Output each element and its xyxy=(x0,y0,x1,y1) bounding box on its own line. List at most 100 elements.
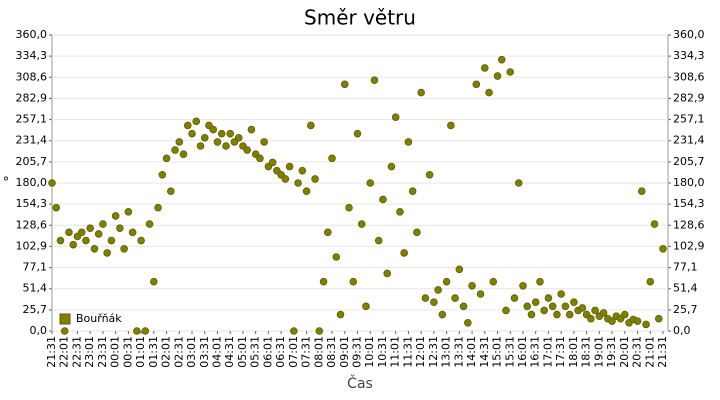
point xyxy=(302,187,311,196)
y2-tick-label: 308,6 xyxy=(673,70,705,83)
point xyxy=(307,121,315,130)
point xyxy=(442,277,451,286)
point xyxy=(527,310,536,319)
point xyxy=(489,277,498,286)
point xyxy=(77,228,86,237)
y-tick-label: 205,7 xyxy=(16,155,48,168)
y2-tick-label: 51,4 xyxy=(673,282,698,295)
point xyxy=(260,138,268,146)
point xyxy=(417,88,425,97)
point xyxy=(353,129,362,138)
point xyxy=(294,179,302,187)
y2-tick-label: 334,3 xyxy=(673,49,705,62)
x-tick-label: 21:31 xyxy=(45,336,58,368)
point xyxy=(268,158,277,167)
point xyxy=(514,179,523,187)
x-tick-label: 13:01 xyxy=(440,336,453,368)
x-tick-label: 06:01 xyxy=(261,336,274,368)
point xyxy=(608,317,616,325)
point xyxy=(400,249,408,257)
x-tick-label: 08:31 xyxy=(325,336,338,368)
point xyxy=(137,236,145,245)
x-tick-label: 14:01 xyxy=(465,336,478,368)
point xyxy=(290,327,298,335)
point xyxy=(247,125,256,134)
x-tick-label: 16:31 xyxy=(529,336,542,368)
point xyxy=(391,113,400,122)
point xyxy=(637,187,646,196)
point xyxy=(421,294,430,302)
point xyxy=(357,220,366,228)
point xyxy=(536,277,544,286)
point xyxy=(65,228,73,237)
point xyxy=(519,281,527,290)
point xyxy=(323,228,332,237)
point xyxy=(86,224,94,233)
point xyxy=(285,162,294,171)
point xyxy=(243,146,251,154)
point xyxy=(99,220,107,228)
point xyxy=(69,240,78,249)
point xyxy=(425,170,434,179)
x-tick-label: 09:31 xyxy=(351,336,364,368)
point xyxy=(587,314,595,323)
x-tick-label: 19:31 xyxy=(605,336,618,368)
point xyxy=(642,320,650,329)
x-tick-label: 13:31 xyxy=(452,336,465,368)
y2-tick-label: 25,7 xyxy=(673,303,698,316)
point xyxy=(540,306,548,315)
point xyxy=(90,244,99,253)
x-tick-label: 09:01 xyxy=(338,336,351,368)
point xyxy=(480,64,489,72)
x-tick-label: 21:01 xyxy=(643,336,656,368)
point xyxy=(175,138,184,146)
point xyxy=(154,203,162,212)
point xyxy=(404,138,413,146)
point xyxy=(497,55,506,64)
point xyxy=(234,133,243,142)
y2-tick-label: 205,7 xyxy=(673,155,705,168)
x-tick-label: 00:31 xyxy=(121,336,134,368)
point xyxy=(150,277,158,286)
x-tick-label: 15:31 xyxy=(503,336,516,368)
y2-tick-label: 282,9 xyxy=(673,91,705,104)
x-tick-label: 05:31 xyxy=(249,336,262,368)
point xyxy=(298,166,307,175)
x-tick-label: 01:01 xyxy=(134,336,147,368)
x-tick-label: 23:01 xyxy=(83,336,96,368)
point xyxy=(52,203,61,212)
x-tick-label: 23:31 xyxy=(96,336,109,368)
x-tick-label: 06:31 xyxy=(274,336,287,368)
point xyxy=(413,228,421,237)
y2-tick-label: 128,6 xyxy=(673,218,705,231)
chart-title: Směr větru xyxy=(304,6,416,30)
x-tick-label: 15:01 xyxy=(491,336,504,368)
point xyxy=(633,317,642,325)
y2-tick-label: 77,1 xyxy=(673,261,698,274)
y2-tick-label: 102,9 xyxy=(673,239,705,252)
point xyxy=(226,129,235,138)
point xyxy=(128,228,137,237)
y2-tick-label: 154,3 xyxy=(673,197,705,210)
point xyxy=(222,142,230,150)
x-tick-label: 04:01 xyxy=(210,336,223,368)
point xyxy=(591,306,599,315)
x-tick-label: 22:01 xyxy=(58,336,71,368)
x-tick-label: 17:01 xyxy=(541,336,554,368)
point xyxy=(565,310,574,319)
point xyxy=(374,236,383,245)
point xyxy=(570,298,578,307)
point xyxy=(557,290,565,298)
point xyxy=(464,318,472,327)
point xyxy=(328,154,336,163)
x-tick-label: 02:31 xyxy=(172,336,185,368)
point xyxy=(345,203,353,212)
point xyxy=(468,281,476,290)
point xyxy=(506,68,515,76)
point xyxy=(430,298,438,307)
point xyxy=(336,310,345,319)
point xyxy=(213,138,222,146)
point xyxy=(281,175,290,183)
x-tick-label: 07:31 xyxy=(300,336,313,368)
